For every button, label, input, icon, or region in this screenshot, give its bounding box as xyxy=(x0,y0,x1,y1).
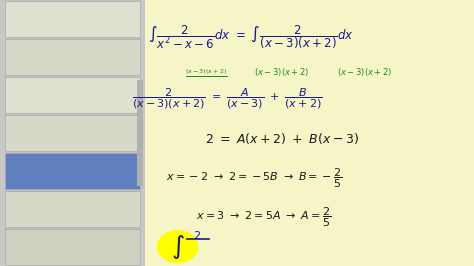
Text: $x = -2 \ \rightarrow \ 2 = -5B \ \rightarrow \ B = -\dfrac{2}{5}$: $x = -2 \ \rightarrow \ 2 = -5B \ \right… xyxy=(165,167,342,190)
Text: $\int$: $\int$ xyxy=(171,232,185,261)
Bar xyxy=(5,153,140,189)
Bar xyxy=(5,191,140,227)
Text: $(x-3)(x+2)$: $(x-3)(x+2)$ xyxy=(254,66,310,78)
Text: $\frac{(x-3)(x+2)}{\ }$: $\frac{(x-3)(x+2)}{\ }$ xyxy=(185,69,228,80)
Bar xyxy=(145,0,474,266)
Bar xyxy=(5,1,140,37)
Ellipse shape xyxy=(157,231,198,263)
Text: $\int \dfrac{2}{x^2 - x - 6}dx \ = \ \int \dfrac{2}{(x-3)(x+2)}dx$: $\int \dfrac{2}{x^2 - x - 6}dx \ = \ \in… xyxy=(148,23,354,51)
Bar xyxy=(0,0,145,266)
Bar xyxy=(5,229,140,265)
Text: $2$: $2$ xyxy=(193,229,201,242)
Bar xyxy=(137,80,143,186)
Text: $(x-3)(x+2)$: $(x-3)(x+2)$ xyxy=(337,66,393,78)
Text: $2 \ = \ A(x+2) \ + \ B(x-3)$: $2 \ = \ A(x+2) \ + \ B(x-3)$ xyxy=(205,131,359,146)
Bar xyxy=(5,39,140,75)
Bar xyxy=(5,77,140,113)
Text: $\dfrac{2}{(x-3)(x+2)} \ = \ \dfrac{A}{(x-3)} \ + \ \dfrac{B}{(x+2)}$: $\dfrac{2}{(x-3)(x+2)} \ = \ \dfrac{A}{(… xyxy=(132,86,323,111)
Text: $x = 3 \ \rightarrow \ 2 = 5A \ \rightarrow \ A = \dfrac{2}{5}$: $x = 3 \ \rightarrow \ 2 = 5A \ \rightar… xyxy=(195,205,331,228)
Bar xyxy=(5,115,140,151)
